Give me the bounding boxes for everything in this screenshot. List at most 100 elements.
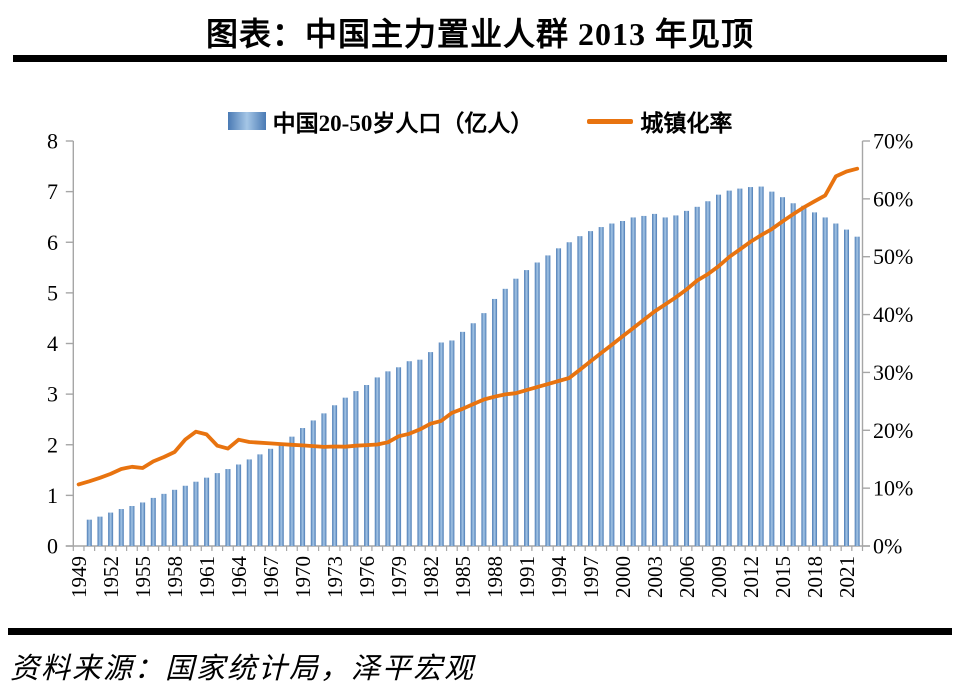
right-axis-tick-label: 40% — [873, 302, 913, 327]
x-axis-tick-label: 2018 — [803, 556, 827, 598]
population-bar — [225, 469, 231, 546]
population-bar — [300, 428, 306, 546]
population-bar — [396, 367, 402, 546]
population-bar — [822, 217, 828, 546]
line-series-label: 城镇化率 — [640, 111, 733, 136]
x-axis-tick-label: 1973 — [323, 556, 347, 598]
population-bar — [502, 288, 508, 546]
x-axis-tick-label: 1961 — [195, 556, 219, 598]
left-axis-tick-label: 3 — [47, 382, 58, 407]
x-axis-tick-label: 1964 — [227, 556, 251, 599]
population-bar — [524, 270, 530, 546]
right-axis-tick-label: 0% — [873, 534, 902, 559]
left-axis-tick-label: 1 — [47, 483, 58, 508]
population-bar — [833, 223, 839, 547]
population-bar — [417, 359, 423, 546]
x-axis-tick-label: 2012 — [739, 556, 763, 598]
population-bar — [662, 217, 668, 546]
population-bar — [353, 391, 359, 546]
population-bar — [172, 489, 178, 546]
line-series-swatch — [587, 118, 634, 124]
population-bar — [481, 313, 487, 546]
population-bar — [780, 197, 786, 546]
left-axis-tick-label: 4 — [47, 331, 58, 356]
population-bar — [332, 405, 338, 546]
population-bar — [758, 186, 764, 546]
population-bar — [577, 236, 583, 547]
population-bar — [748, 187, 754, 546]
left-axis-tick-label: 0 — [47, 534, 58, 559]
population-bar — [268, 448, 274, 546]
left-axis-tick-label: 6 — [47, 230, 58, 255]
bar-series-label: 中国20-50岁人口（亿人） — [272, 111, 534, 136]
population-bar — [193, 481, 199, 546]
x-axis-tick-label: 1970 — [291, 556, 315, 598]
population-bar — [182, 485, 188, 546]
population-bar — [129, 506, 135, 546]
population-bar — [513, 278, 519, 546]
right-axis-tick-label: 70% — [873, 129, 913, 154]
x-axis-tick-label: 1994 — [547, 556, 571, 599]
population-bar — [374, 377, 380, 546]
population-bar — [566, 242, 572, 546]
population-bar — [737, 188, 743, 546]
chart-legend: 中国20-50岁人口（亿人） 城镇化率 — [0, 104, 960, 138]
population-bar — [236, 464, 242, 546]
x-axis-tick-label: 1979 — [387, 556, 411, 598]
x-axis-tick-label: 1988 — [483, 556, 507, 598]
population-bar — [214, 473, 220, 546]
population-bar — [449, 340, 455, 546]
x-axis-tick-label: 2015 — [771, 556, 795, 598]
population-bar — [545, 255, 551, 546]
population-bar — [556, 248, 562, 546]
population-bar — [812, 212, 818, 546]
population-bar — [492, 298, 498, 546]
population-bar — [790, 203, 796, 547]
population-bar — [620, 220, 626, 547]
right-axis-tick-label: 10% — [873, 476, 913, 501]
right-axis-tick-label: 20% — [873, 418, 913, 443]
right-axis-tick-label: 50% — [873, 244, 913, 269]
population-bar — [161, 493, 167, 546]
population-bar — [108, 512, 114, 546]
x-axis-tick-label: 2021 — [835, 556, 859, 598]
population-bar — [118, 509, 124, 546]
population-bars — [86, 186, 860, 547]
right-axis-tick-label: 60% — [873, 186, 913, 211]
urbanization-rate-line — [76, 166, 860, 487]
population-bar — [630, 217, 636, 546]
population-bar — [854, 236, 860, 546]
population-bar — [460, 331, 466, 546]
population-bar — [609, 223, 615, 547]
population-bar — [694, 206, 700, 546]
population-bar — [385, 371, 391, 546]
x-axis-tick-label: 2006 — [675, 556, 699, 598]
population-bar — [598, 227, 604, 546]
footer-divider-rule — [8, 628, 952, 635]
population-bar — [321, 413, 327, 546]
population-bar — [801, 205, 807, 547]
page-title: 图表：中国主力置业人群 2013 年见顶 — [205, 16, 754, 52]
population-bar — [257, 454, 263, 546]
population-bar — [246, 459, 252, 546]
bar-series-swatch — [227, 112, 266, 130]
x-axis-tick-label: 1982 — [419, 556, 443, 598]
population-bar — [652, 213, 658, 546]
population-bar — [438, 342, 444, 546]
population-bar — [97, 516, 103, 546]
x-axis-tick-label: 1997 — [579, 556, 603, 598]
y-axis-left: 0 1 2 3 4 5 6 7 8 — [47, 129, 74, 559]
population-bar — [204, 477, 210, 546]
right-axis-tick-label: 30% — [873, 360, 913, 385]
x-axis-tick-label: 1976 — [355, 556, 379, 598]
legend-item-population: 中国20-50岁人口（亿人） — [227, 104, 534, 138]
population-bar — [726, 190, 732, 547]
population-bar — [641, 215, 647, 547]
x-axis-tick-label: 1985 — [451, 556, 475, 598]
x-axis-tick-label: 2003 — [643, 556, 667, 598]
left-axis-tick-label: 8 — [47, 129, 58, 154]
x-axis-tick-label: 1949 — [67, 556, 91, 598]
population-bar — [705, 201, 711, 546]
population-bar — [140, 502, 146, 546]
population-bar — [289, 436, 295, 546]
